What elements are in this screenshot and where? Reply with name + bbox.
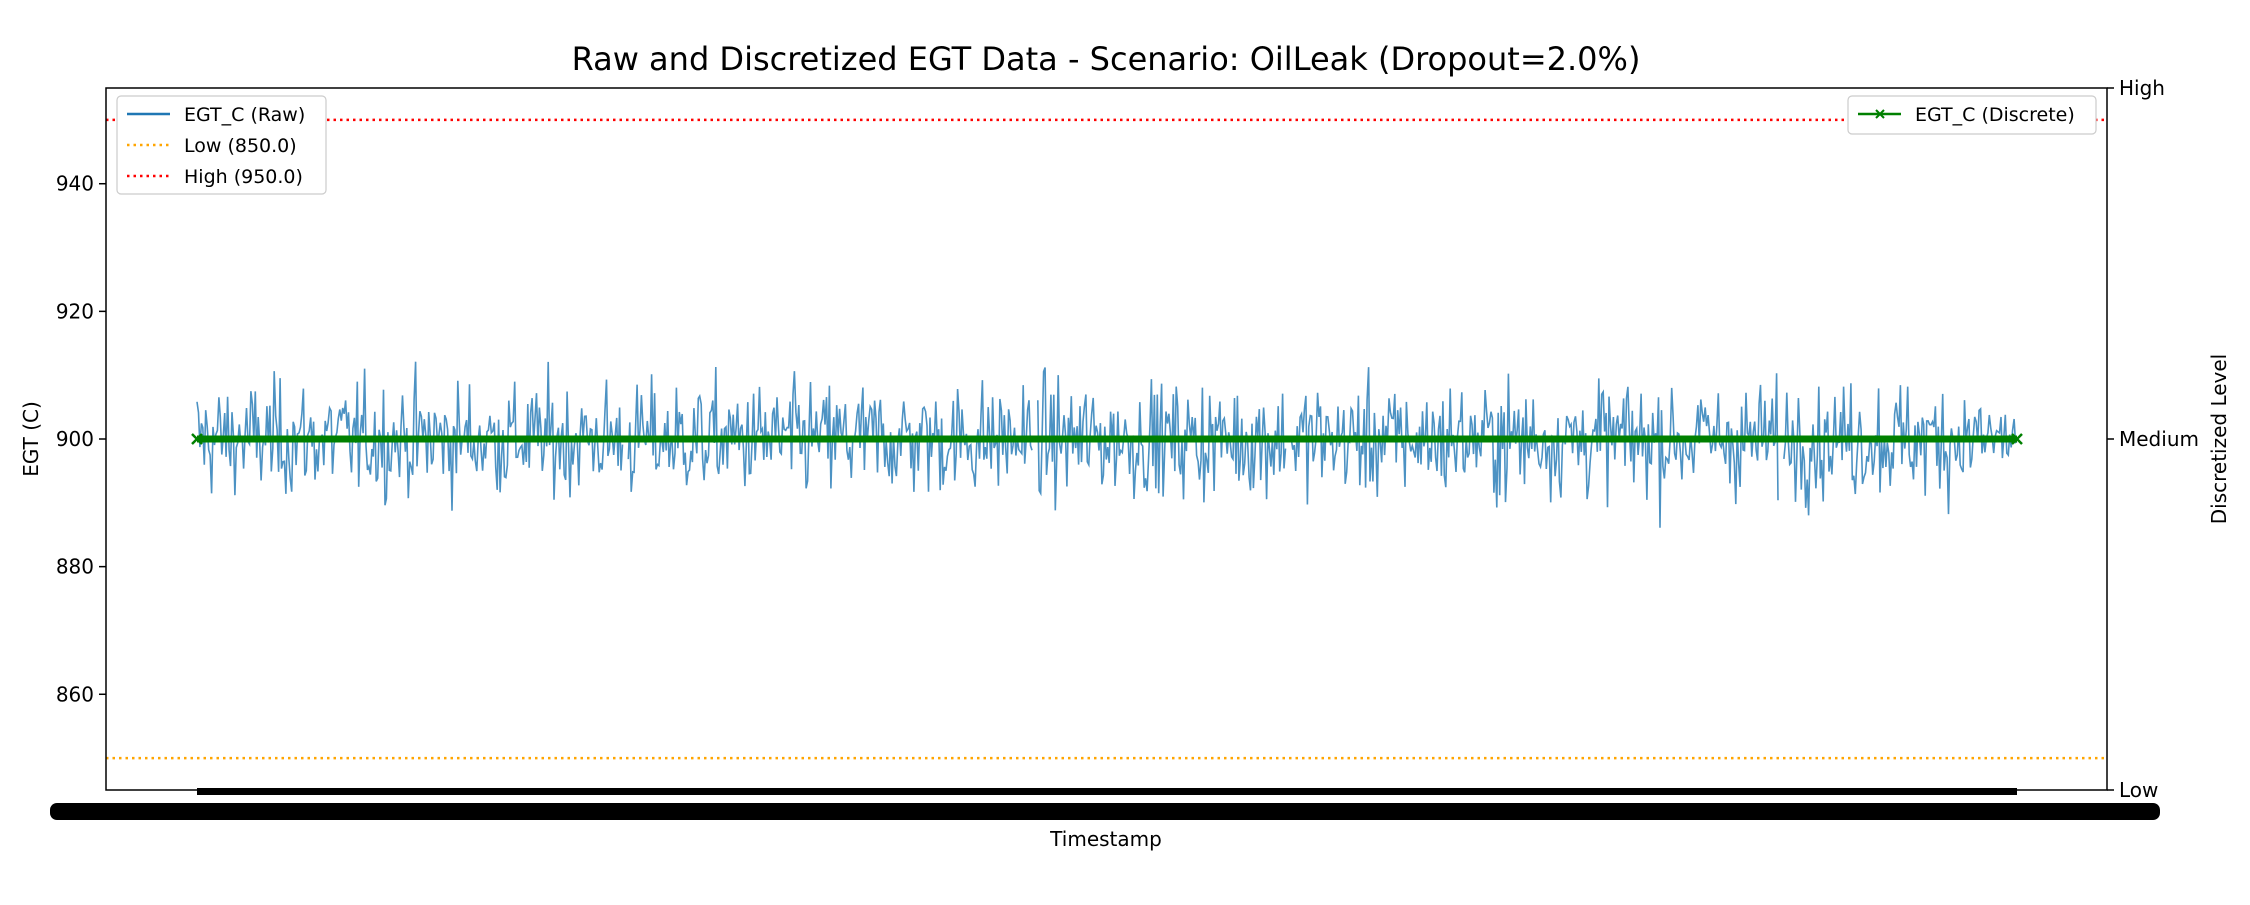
y-tick-label-left: 880 [56, 555, 94, 579]
legend-right-frame [1847, 95, 2097, 135]
y-tick-label-left: 920 [56, 299, 94, 323]
x-axis-label: Timestamp [1049, 827, 1162, 851]
y-tick-label-left: 860 [56, 682, 94, 706]
legend-left: EGT_C (Raw) Low (850.0) High (950.0) [116, 95, 327, 195]
x-axis [50, 788, 2160, 820]
y-tick-label-left: 940 [56, 172, 94, 196]
legend-left-frame [116, 95, 327, 195]
series-line-raw [196, 361, 2018, 528]
y-axis-left: 860 880 900 920 940 [56, 172, 106, 706]
y-axis-label-right: Discretized Level [2207, 354, 2231, 525]
y-tick-label-right: Low [2119, 778, 2158, 802]
legend-label-high: High (950.0) [184, 166, 303, 188]
legend-label-low: Low (850.0) [184, 135, 297, 157]
y-tick-label-right: High [2119, 76, 2165, 100]
plot-area [106, 118, 2107, 760]
x-tick-labels-band [50, 803, 2160, 820]
legend-marker-discrete [1875, 109, 1885, 119]
legend-label-raw: EGT_C (Raw) [184, 104, 305, 126]
y-axis-right: Low Medium High [2107, 76, 2199, 802]
y-tick-label-left: 900 [56, 427, 94, 451]
chart-title: Raw and Discretized EGT Data - Scenario:… [572, 40, 1641, 78]
y-axis-label-left: EGT (C) [19, 401, 43, 477]
discrete-marker [2011, 433, 2023, 445]
y-tick-label-right: Medium [2119, 427, 2199, 451]
x-tick-marks-band [197, 788, 2017, 795]
legend-label-discrete: EGT_C (Discrete) [1915, 104, 2075, 126]
legend-right: EGT_C (Discrete) [1847, 95, 2097, 135]
discrete-marker [191, 433, 203, 445]
